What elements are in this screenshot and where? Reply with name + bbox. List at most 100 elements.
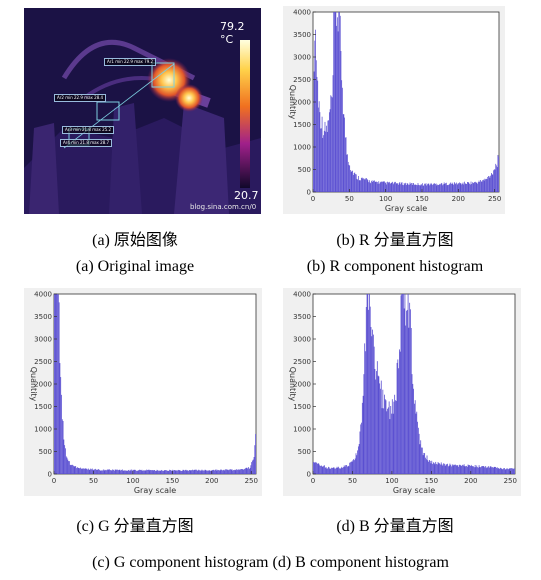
hist2-bar: [471, 465, 473, 474]
hist0-bar: [429, 185, 430, 192]
hist2-bar: [481, 466, 483, 474]
hist0-bar: [479, 181, 481, 192]
hist2-bar: [376, 371, 377, 474]
hist2-xtick-label: 100: [385, 477, 398, 485]
hist1-bar: [151, 469, 153, 474]
hist1-bar: [105, 470, 107, 474]
hist2-bar: [469, 465, 471, 474]
hist2-ylabel: Quantity: [288, 367, 297, 402]
hist1-bar: [65, 448, 66, 474]
hist2-bar: [425, 459, 427, 474]
hist1-bar: [158, 470, 159, 474]
hist1-bar: [185, 469, 187, 474]
hist1-bar: [188, 470, 189, 474]
hist2-bar: [364, 343, 366, 474]
hist2-bar: [357, 450, 358, 474]
hist1-bar: [101, 470, 103, 474]
hist1-bar: [156, 469, 158, 474]
hist0-bar: [349, 165, 351, 192]
hist2-bar: [458, 464, 460, 474]
hist2-bar: [414, 403, 415, 474]
hist2-bar: [368, 309, 370, 474]
hist0-xtick-label: 0: [311, 195, 315, 203]
hist2-bar: [406, 310, 407, 474]
hist2-bar: [460, 465, 462, 474]
caption-d-cn: (d) B 分量直方图: [336, 518, 454, 535]
hist1-bar: [164, 470, 166, 474]
hist0-bar: [430, 182, 432, 192]
hist1-bar: [86, 468, 88, 474]
hist2-bar: [425, 457, 426, 474]
hist1-bar: [222, 470, 223, 474]
hist1-bar: [152, 470, 154, 474]
chart-g-svg: 0 50 100 150 200 2500500100015002000250030003…: [29, 291, 258, 496]
hist0-bar: [322, 137, 324, 192]
hist1-ytick-label: 2500: [34, 358, 52, 366]
hist0-bar: [325, 131, 327, 192]
hist0-bar: [379, 182, 381, 192]
hist1-bar: [155, 470, 156, 474]
hist2-bar: [509, 468, 511, 474]
hist2-bar: [375, 379, 377, 474]
hist1-bar: [108, 469, 110, 474]
hist2-bar: [354, 458, 356, 474]
hist1-bar: [138, 470, 140, 474]
hist2-bar: [347, 465, 349, 474]
hist2-bar: [422, 455, 424, 474]
hist1-bar: [131, 469, 133, 474]
hist1-bar: [181, 470, 183, 474]
hist0-bar: [436, 185, 438, 192]
hist0-bar: [400, 182, 402, 192]
hist2-bar: [455, 465, 457, 474]
hist2-bar: [419, 444, 421, 474]
hist2-bar: [431, 460, 433, 474]
hist1-bar: [235, 470, 237, 474]
hist1-bar: [68, 461, 70, 474]
hist1-bar: [248, 468, 250, 474]
hist0-bar: [445, 182, 447, 192]
hist2-bar: [341, 466, 343, 474]
hist0-bar: [448, 184, 449, 192]
hist0-bar: [492, 174, 494, 192]
hist2-bar: [391, 413, 392, 474]
hist0-bar: [383, 181, 385, 192]
hist2-bar: [411, 374, 413, 474]
max-temp-label: 79.2 °C: [220, 20, 245, 46]
hist0-ytick-label: 500: [298, 166, 311, 174]
hist0-bar: [344, 117, 345, 192]
hist2-bar: [414, 400, 416, 474]
hist1-bar: [83, 468, 85, 474]
hist2-bar: [397, 359, 399, 474]
hist1-bar: [110, 470, 112, 474]
hist0-bar: [400, 184, 401, 192]
hist2-bar: [491, 467, 493, 474]
hist2-ytick-label: 0: [307, 471, 311, 479]
hist1-bar: [167, 470, 169, 474]
hist1-bar: [170, 470, 172, 474]
hist1-bar: [214, 469, 216, 474]
hist2-bar: [510, 468, 512, 474]
hist2-bar: [492, 467, 494, 474]
hist1-bar: [129, 469, 131, 474]
hist1-bar: [252, 460, 253, 474]
hist2-bar: [356, 455, 358, 474]
hist1-bar: [189, 470, 191, 474]
hist0-bar: [412, 183, 414, 192]
hist2-bar: [436, 463, 437, 474]
hist1-bar: [128, 469, 129, 474]
hist0-bar: [432, 184, 434, 192]
hist1-bar: [172, 469, 174, 474]
hist0-bar: [384, 181, 385, 192]
hist2-bar: [472, 466, 474, 474]
hist2-bar: [443, 463, 445, 474]
hist1-bar: [161, 469, 163, 474]
thermal-image: 79.2 °C 20.7 blog.sina.com.cn/0 Ar1 min …: [24, 8, 261, 214]
hist1-bar: [228, 470, 230, 474]
hist1-xtick-label: 200: [205, 477, 218, 485]
hist1-bar: [237, 469, 238, 474]
hist2-bar: [428, 459, 430, 474]
hist1-bar: [95, 468, 96, 474]
hist2-bar: [466, 466, 468, 474]
hist1-bar: [163, 470, 165, 474]
hist0-bar: [459, 183, 461, 192]
